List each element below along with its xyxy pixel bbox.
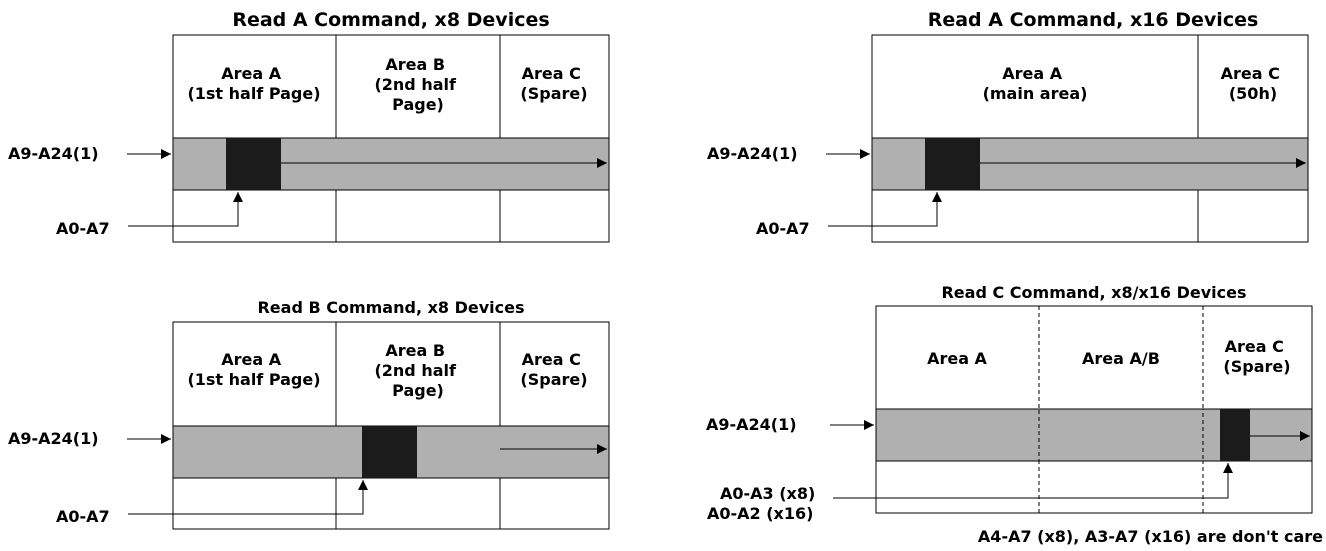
- area-ab-label: Area A/B: [1082, 349, 1160, 368]
- area-a-label: Area A (1st half Page): [187, 64, 320, 103]
- row-address-label: A9-A24(1): [8, 144, 99, 163]
- start-column-block: [925, 138, 980, 190]
- start-column-block: [362, 426, 417, 478]
- column-address-arrow: [128, 480, 368, 515]
- row-address-label: A9-A24(1): [707, 144, 798, 163]
- diagram-read-b-x8: Read B Command, x8 Devices Area A (1st h…: [8, 298, 610, 530]
- area-b-label: Area B (2nd half Page): [374, 341, 461, 400]
- column-address-arrow: [828, 192, 942, 227]
- area-a-label: Area A: [927, 349, 987, 368]
- area-c-label: Area C (Spare): [520, 350, 587, 389]
- column-address-arrow: [128, 192, 243, 227]
- diagram-read-c: Read C Command, x8/x16 Devices Area A Ar…: [706, 283, 1323, 546]
- start-column-block: [226, 138, 281, 190]
- column-address-arrow: [833, 463, 1233, 499]
- area-ab-band-outline: [1038, 408, 1204, 462]
- column-address-label: A0-A7: [56, 507, 110, 526]
- area-b-label: Area B (2nd half Page): [374, 55, 461, 114]
- dont-care-note: A4-A7 (x8), A3-A7 (x16) are don't care: [978, 527, 1323, 546]
- area-c-label: Area C (Spare): [520, 64, 587, 103]
- area-c-label: Area C (Spare): [1223, 337, 1290, 376]
- row-address-label: A9-A24(1): [706, 415, 797, 434]
- diagram-title: Read A Command, x8 Devices: [232, 9, 549, 31]
- column-address-label: A0-A7: [56, 219, 110, 238]
- column-address-label: A0-A3 (x8) A0-A2 (x16): [707, 484, 821, 523]
- start-column-block: [1220, 409, 1250, 461]
- column-address-label: A0-A7: [756, 219, 810, 238]
- diagram-read-a-x8: Read A Command, x8 Devices Area A (1st h…: [8, 9, 610, 243]
- row-address-label: A9-A24(1): [8, 429, 99, 448]
- area-a-label: Area A (main area): [983, 64, 1088, 103]
- diagram-read-a-x16: Read A Command, x16 Devices Area A (main…: [707, 9, 1309, 243]
- area-a-label: Area A (1st half Page): [187, 350, 320, 389]
- diagram-title: Read C Command, x8/x16 Devices: [941, 283, 1246, 302]
- diagram-title: Read A Command, x16 Devices: [928, 9, 1259, 31]
- diagram-title: Read B Command, x8 Devices: [257, 298, 524, 317]
- area-c-label: Area C (50h): [1221, 64, 1286, 103]
